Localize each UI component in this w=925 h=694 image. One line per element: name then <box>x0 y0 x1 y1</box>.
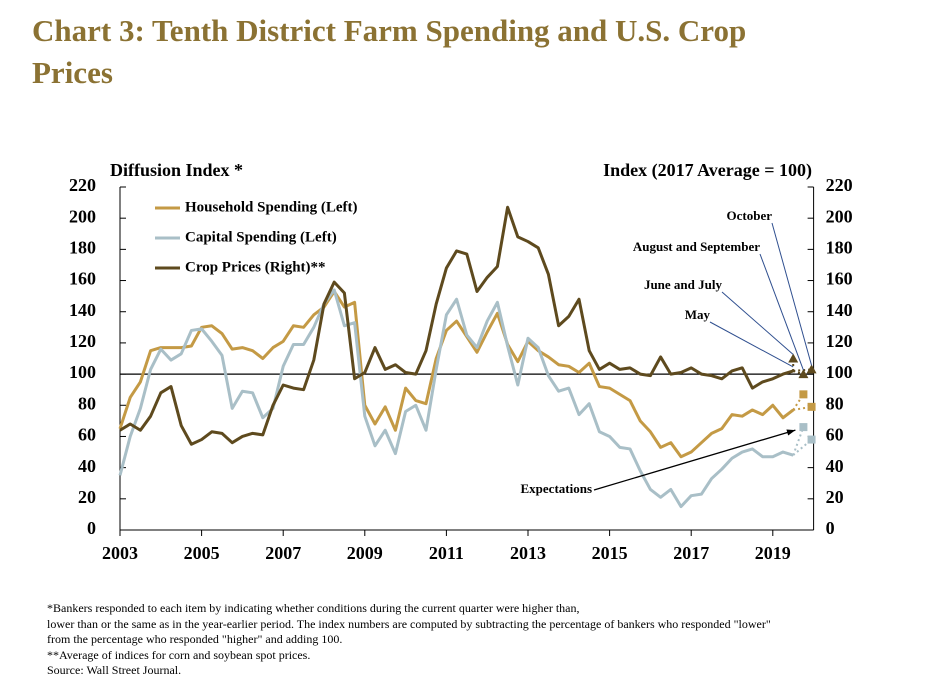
y-tick-label: 200 <box>69 206 96 226</box>
y2-tick-label: 40 <box>826 456 844 476</box>
x-tick-label: 2005 <box>184 543 220 563</box>
expectation-connector <box>793 368 812 372</box>
y2-tick-label: 120 <box>826 331 853 351</box>
annotation-line <box>709 321 794 368</box>
series-line <box>119 205 794 446</box>
expectations-label: Expectations <box>521 481 593 496</box>
footnote: *Bankers responded to each item by indic… <box>47 601 580 615</box>
x-tick-label: 2011 <box>429 543 464 563</box>
expectation-marker <box>799 390 808 399</box>
y2-tick-label: 180 <box>826 237 853 257</box>
y-tick-label: 120 <box>69 331 96 351</box>
y2-axis-label: Index (2017 Average = 100) <box>603 160 812 181</box>
y-tick-label: 80 <box>78 393 96 413</box>
expectation-marker <box>788 353 799 363</box>
expectation-marker <box>807 402 816 411</box>
annotation-line <box>771 222 813 366</box>
x-tick-label: 2017 <box>673 543 709 563</box>
y2-tick-label: 140 <box>826 300 853 320</box>
expectation-marker <box>806 364 817 374</box>
x-tick-label: 2003 <box>102 543 138 563</box>
footnote: from the percentage who responded "highe… <box>47 632 343 646</box>
x-tick-label: 2013 <box>510 543 546 563</box>
legend-label: Crop Prices (Right)** <box>185 259 326 275</box>
x-tick-label: 2015 <box>592 543 628 563</box>
footnote: **Average of indices for corn and soybea… <box>47 647 311 662</box>
y2-tick-label: 200 <box>826 206 853 226</box>
y2-tick-label: 220 <box>826 175 853 195</box>
y-tick-label: 140 <box>69 300 96 320</box>
annotation: June and July <box>644 277 723 292</box>
y2-tick-label: 100 <box>826 362 853 382</box>
footnote: Source: Wall Street Journal. <box>47 663 182 677</box>
annotation: October <box>727 208 773 223</box>
y2-tick-label: 160 <box>826 269 853 289</box>
expectation-marker <box>798 369 809 379</box>
y-tick-label: 20 <box>78 487 96 507</box>
y-tick-label: 0 <box>87 518 96 538</box>
expectations-arrow <box>593 429 796 491</box>
annotation: May <box>685 307 711 322</box>
arrow-head <box>786 429 796 436</box>
chart-title: Chart 3: Tenth District Farm Spending an… <box>32 13 747 90</box>
footnotes: *Bankers responded to each item by indic… <box>47 601 771 679</box>
y2-tick-label: 80 <box>826 393 844 413</box>
y2-tick-label: 60 <box>826 425 844 445</box>
y2-tick-label: 20 <box>826 487 844 507</box>
y-tick-label: 100 <box>69 362 96 382</box>
y-tick-label: 180 <box>69 237 96 257</box>
x-tick-label: 2009 <box>347 543 383 563</box>
legend-label: Capital Spending (Left) <box>185 229 337 245</box>
x-tick-label: 2019 <box>755 543 791 563</box>
y-tick-label: 160 <box>69 269 96 289</box>
annotation-line <box>721 291 794 355</box>
expectation-marker <box>799 423 808 432</box>
y-axis-label: Diffusion Index * <box>110 160 243 180</box>
series-line <box>118 289 795 459</box>
series-line <box>118 288 794 509</box>
legend-label: Household Spending (Left) <box>185 199 358 215</box>
expectation-marker <box>807 435 816 444</box>
annotation: August and September <box>633 239 760 254</box>
x-tick-label: 2007 <box>265 543 301 563</box>
y-tick-label: 220 <box>69 175 96 195</box>
annotation-line <box>759 253 804 371</box>
footnote: lower than or the same as in the year-ea… <box>47 616 771 631</box>
y2-tick-label: 0 <box>826 518 835 538</box>
y-tick-label: 60 <box>78 425 96 445</box>
y-tick-label: 40 <box>78 456 96 476</box>
